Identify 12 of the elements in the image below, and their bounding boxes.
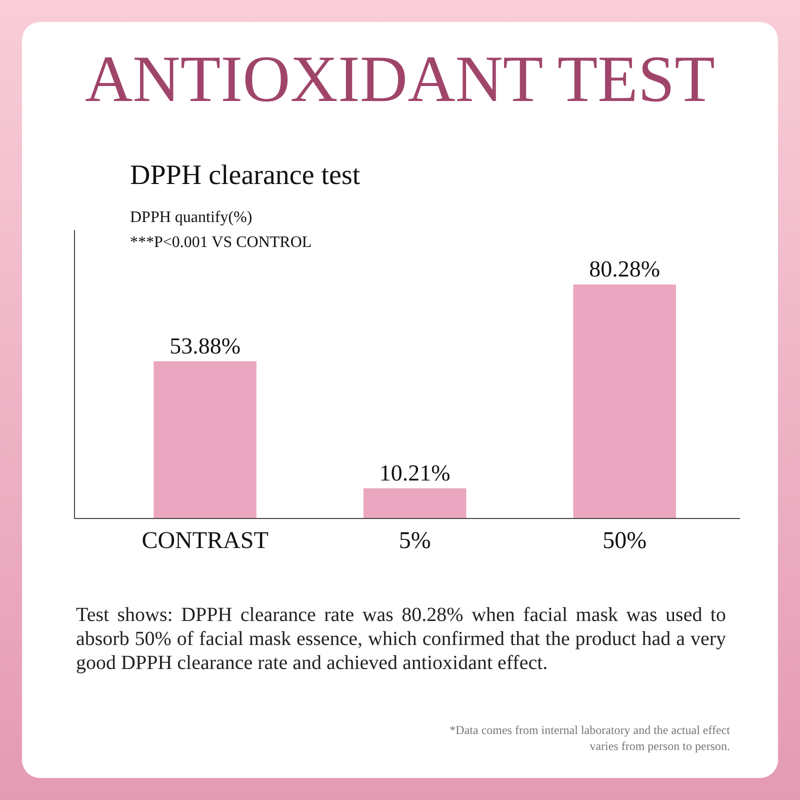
annotation: ***P<0.001 VS CONTROL [130,234,312,252]
data-label: 53.88% [170,333,241,358]
x-tick-label: 50% [602,528,647,554]
data-label: 80.28% [589,256,660,282]
x-tick-label: CONTRAST [142,528,269,554]
y-axis-title: DPPH quantify(%) [130,209,252,227]
x-tick-label: 5% [398,528,431,554]
chart-subtitle: DPPH clearance test [130,160,360,192]
text: Test shows: DPPH clearance rate was 80.28% when facial mask was used to absorb 50% of facial mask essence, which confirmed that the product had a very good DPPH clearance rate and achieved antioxidant effect. [76,603,726,675]
text: *Data comes from internal laboratory and the actual effect varies from person to person. [448,722,730,754]
chart-title: ANTIOXIDANT TEST [84,42,716,118]
data-label: 10.21% [379,460,450,486]
